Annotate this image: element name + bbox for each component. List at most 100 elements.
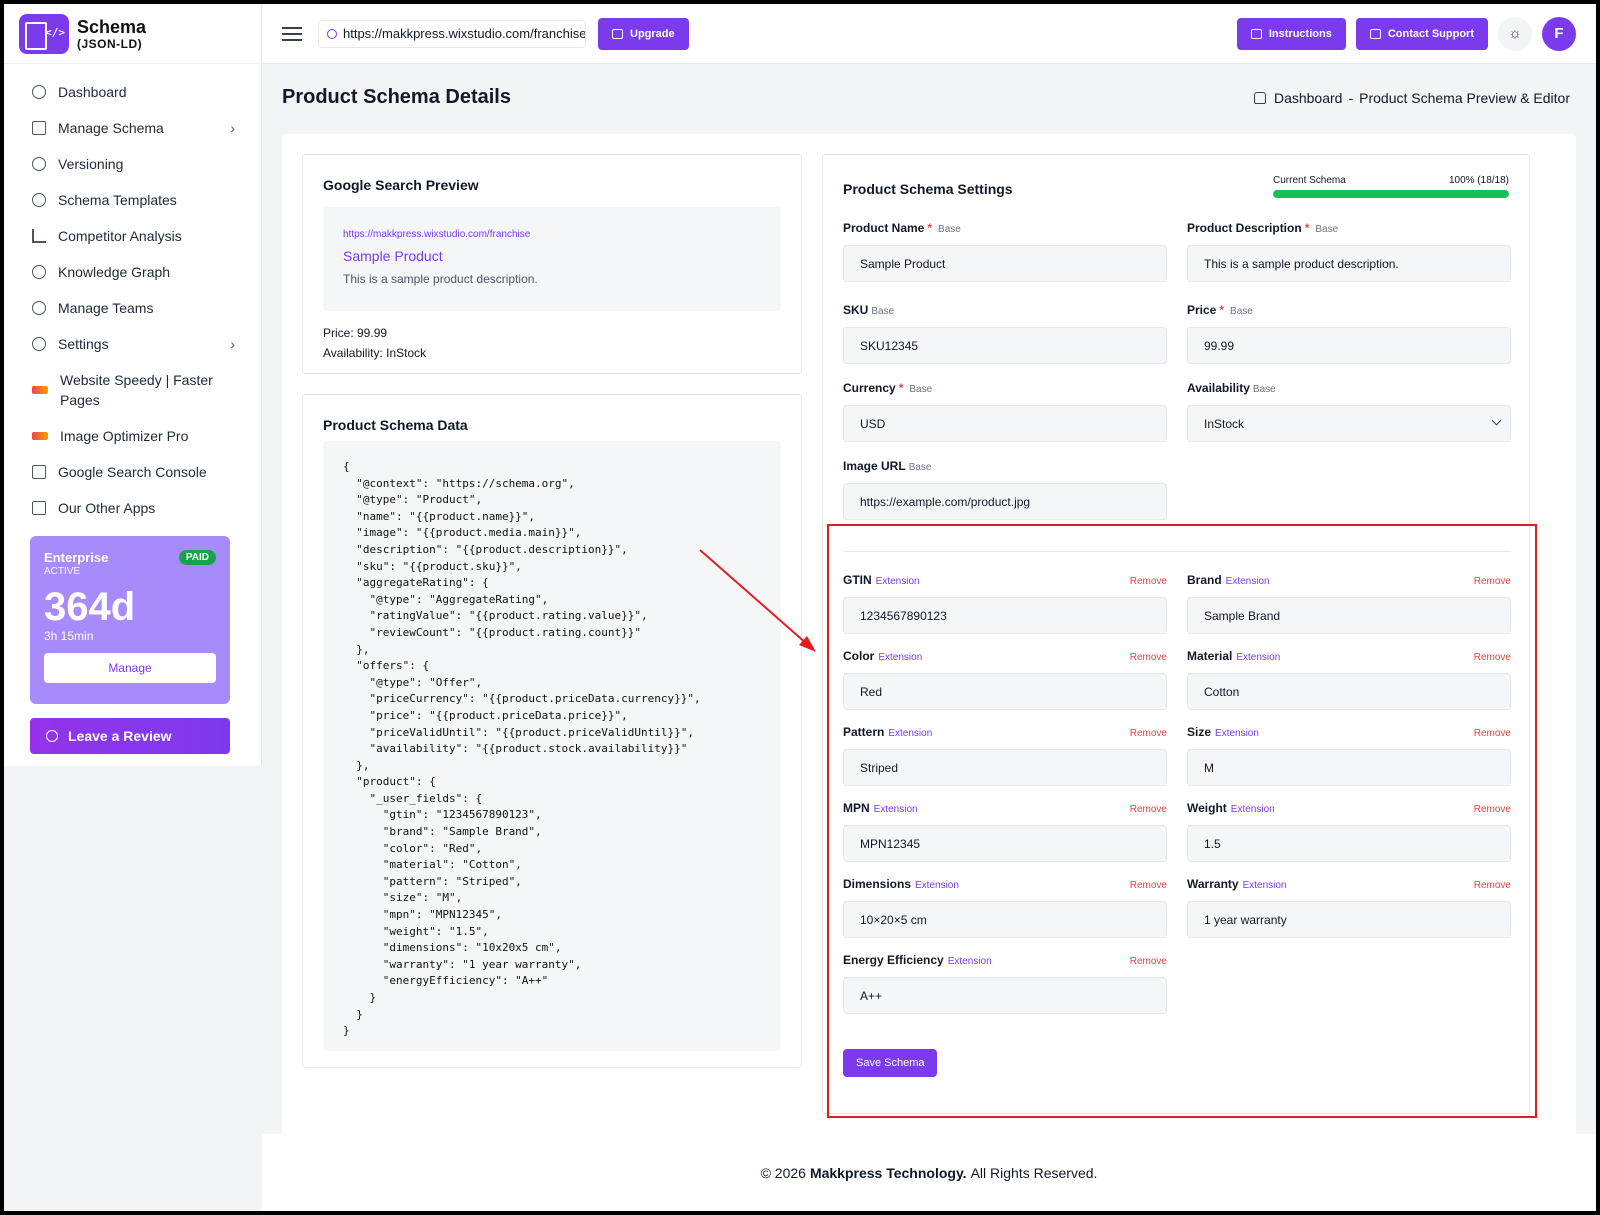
product-description-input[interactable]: This is a sample product description. [1187, 245, 1511, 282]
manage-plan-button[interactable]: Manage [44, 653, 216, 683]
color-input[interactable]: Red [843, 673, 1167, 710]
field-label: Price [1187, 303, 1217, 317]
energy-efficiency-input[interactable]: A++ [843, 977, 1167, 1014]
preview-product-title: Sample Product [343, 248, 443, 264]
contact-support-button[interactable]: Contact Support [1355, 17, 1488, 50]
extension-tag: Extension [875, 576, 920, 587]
required-marker: * [927, 221, 933, 235]
leave-review-button[interactable]: Leave a Review [30, 718, 230, 754]
remove-mpn-button[interactable]: Remove [1129, 804, 1167, 815]
globe-icon [327, 28, 337, 39]
sidebar-item-manage-teams[interactable]: Manage Teams [4, 290, 261, 326]
upgrade-button[interactable]: Upgrade [598, 17, 689, 50]
sidebar-nav: Dashboard Manage Schema › Versioning Sch… [4, 64, 261, 526]
image-url-field: Image URL Base https://example.com/produc… [843, 459, 1167, 520]
remove-size-button[interactable]: Remove [1473, 728, 1511, 739]
site-url-text: https://makkpress.wixstudio.com/franchis… [343, 26, 586, 41]
sidebar-item-website-speedy[interactable]: Website Speedy | Faster Pages [4, 362, 261, 418]
sidebar-item-other-apps[interactable]: Our Other Apps [4, 490, 261, 526]
extension-tag: Extension [947, 956, 992, 967]
gtin-field: GTIN Extension Remove 1234567890123 [843, 573, 1167, 634]
sidebar-item-label: Schema Templates [58, 192, 177, 208]
weight-input[interactable]: 1.5 [1187, 825, 1511, 862]
remove-gtin-button[interactable]: Remove [1129, 576, 1167, 587]
remove-warranty-button[interactable]: Remove [1473, 880, 1511, 891]
sidebar-item-label: Dashboard [58, 84, 127, 100]
sidebar-item-competitor-analysis[interactable]: Competitor Analysis [4, 218, 261, 254]
home-icon [1253, 92, 1266, 104]
remove-energy-efficiency-button[interactable]: Remove [1129, 956, 1167, 967]
sidebar-item-label: Knowledge Graph [58, 264, 171, 280]
sidebar-item-image-optimizer[interactable]: Image Optimizer Pro [4, 418, 261, 454]
mpn-input[interactable]: MPN12345 [843, 825, 1167, 862]
breadcrumb-current: Product Schema Preview & Editor [1359, 90, 1570, 106]
extension-tag: Extension [1236, 652, 1281, 663]
mpn-field: MPN Extension Remove MPN12345 [843, 801, 1167, 862]
sidebar-item-versioning[interactable]: Versioning [4, 146, 261, 182]
product-schema-data: Product Schema Data { "@context": "https… [302, 394, 802, 1068]
plan-name: Enterprise [44, 550, 109, 565]
dimensions-input[interactable]: 10×20×5 cm [843, 901, 1167, 938]
base-tag: Base [909, 384, 933, 395]
energy-efficiency-field: Energy Efficiency Extension Remove A++ [843, 953, 1167, 1014]
google-search-preview: Google Search Preview https://makkpress.… [302, 154, 802, 374]
preview-availability: Availability: InStock [323, 346, 427, 360]
currency-input[interactable]: USD [843, 405, 1167, 442]
field-label: MPN [843, 801, 870, 815]
warranty-input[interactable]: 1 year warranty [1187, 901, 1511, 938]
sidebar-item-label: Competitor Analysis [58, 228, 182, 244]
schema-code: { "@context": "https://schema.org", "@ty… [343, 460, 701, 1038]
logo[interactable]: Schema (JSON-LD) [4, 4, 261, 64]
field-label: Product Description [1187, 221, 1302, 235]
menu-toggle-icon[interactable] [282, 26, 302, 41]
field-label: SKU [843, 303, 869, 317]
brand-input[interactable]: Sample Brand [1187, 597, 1511, 634]
availability-field: Availability Base InStock [1187, 381, 1511, 442]
gear-icon [32, 337, 46, 351]
sidebar-item-settings[interactable]: Settings › [4, 326, 261, 362]
warranty-field: Warranty Extension Remove 1 year warranty [1187, 877, 1511, 938]
extension-tag: Extension [878, 652, 923, 663]
extension-tag: Extension [1225, 576, 1270, 587]
avatar[interactable]: F [1542, 16, 1576, 51]
sidebar-item-schema-templates[interactable]: Schema Templates [4, 182, 261, 218]
price-input[interactable]: 99.99 [1187, 327, 1511, 364]
site-url[interactable]: https://makkpress.wixstudio.com/franchis… [318, 19, 586, 48]
remove-dimensions-button[interactable]: Remove [1129, 880, 1167, 891]
sidebar-item-manage-schema[interactable]: Manage Schema › [4, 110, 261, 146]
annotation-highlight-box [827, 524, 1537, 1118]
crown-icon [612, 28, 623, 39]
plan-status: ACTIVE [44, 566, 81, 577]
image-url-input[interactable]: https://example.com/product.jpg [843, 483, 1167, 520]
material-input[interactable]: Cotton [1187, 673, 1511, 710]
contact-support-label: Contact Support [1387, 27, 1474, 40]
theme-toggle-button[interactable]: ☼ [1498, 16, 1532, 51]
remove-weight-button[interactable]: Remove [1473, 804, 1511, 815]
breadcrumb: Dashboard - Product Schema Preview & Edi… [1253, 90, 1570, 106]
product-name-input[interactable]: Sample Product [843, 245, 1167, 282]
footer-company[interactable]: Makkpress Technology. [809, 1164, 967, 1181]
remove-brand-button[interactable]: Remove [1473, 576, 1511, 587]
remove-pattern-button[interactable]: Remove [1129, 728, 1167, 739]
instructions-button[interactable]: Instructions [1236, 17, 1346, 50]
chevron-down-icon [1491, 415, 1502, 426]
availability-select[interactable]: InStock [1187, 405, 1511, 442]
sku-input[interactable]: SKU12345 [843, 327, 1167, 364]
sidebar-item-dashboard[interactable]: Dashboard [4, 74, 261, 110]
breadcrumb-home[interactable]: Dashboard [1273, 90, 1343, 106]
sidebar-item-knowledge-graph[interactable]: Knowledge Graph [4, 254, 261, 290]
sidebar-item-search-console[interactable]: Google Search Console [4, 454, 261, 490]
price-field: Price * Base 99.99 [1187, 303, 1511, 364]
product-name-field: Product Name * Base Sample Product [843, 221, 1167, 282]
pattern-input[interactable]: Striped [843, 749, 1167, 786]
size-input[interactable]: M [1187, 749, 1511, 786]
remove-color-button[interactable]: Remove [1129, 652, 1167, 663]
leave-review-label: Leave a Review [68, 728, 172, 744]
gtin-input[interactable]: 1234567890123 [843, 597, 1167, 634]
save-schema-button[interactable]: Save Schema [843, 1049, 938, 1077]
base-tag: Base [1252, 384, 1276, 395]
material-field: Material Extension Remove Cotton [1187, 649, 1511, 710]
field-label: Image URL [843, 459, 906, 473]
sidebar-item-label: Settings [58, 336, 109, 352]
remove-material-button[interactable]: Remove [1473, 652, 1511, 663]
